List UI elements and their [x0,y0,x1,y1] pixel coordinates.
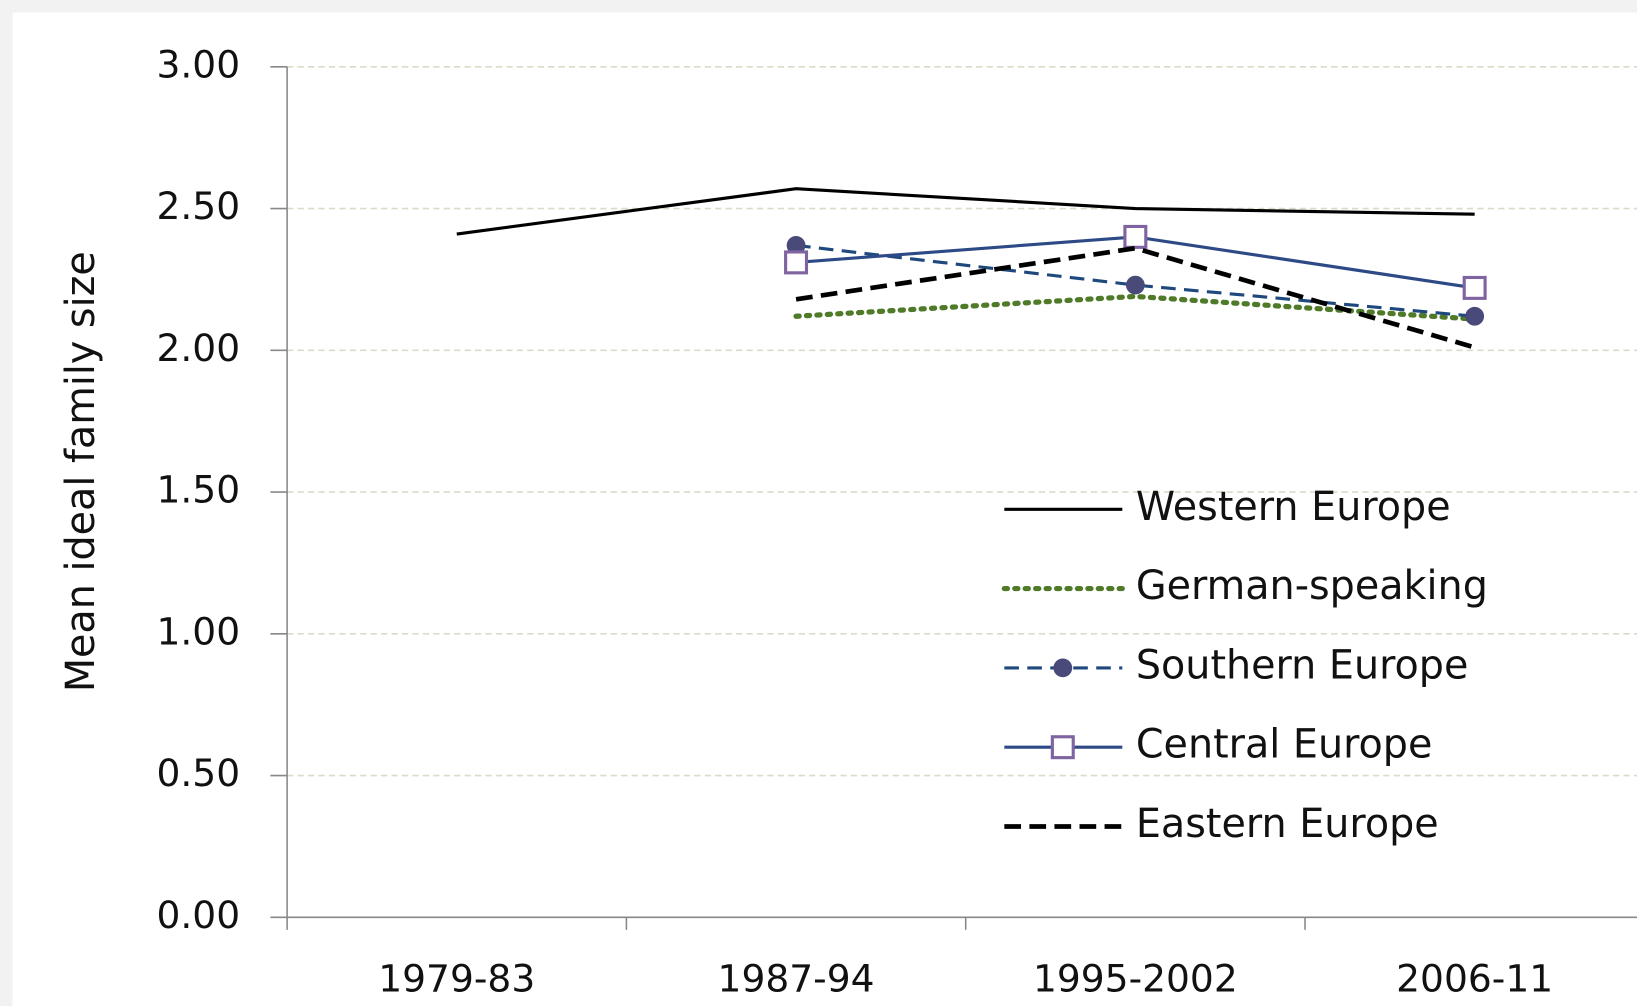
legend-label: German-speaking [1136,563,1488,609]
marker [786,236,806,255]
y-tick-label: 2.00 [156,326,240,370]
x-tick-label: 2006-11 [1396,956,1553,1000]
marker [1123,224,1148,249]
x-tick-label: 1979-83 [378,956,535,1000]
x-tick-label: 1987-94 [718,956,875,1000]
plot-panel [12,12,1637,1006]
y-tick-label: 3.00 [156,42,240,86]
marker [1050,735,1075,760]
y-tick-label: 0.50 [156,751,240,795]
legend-label: Eastern Europe [1136,801,1439,847]
y-axis-label: Mean ideal family size [58,251,104,692]
legend-label: Southern Europe [1136,642,1469,688]
y-tick-label: 2.50 [156,184,240,228]
legend-label: Western Europe [1136,484,1451,530]
y-tick-label: 0.00 [156,893,240,937]
series-line [793,293,1478,322]
series-line [456,187,1475,236]
marker [784,250,809,275]
y-tick-label: 1.50 [156,468,240,512]
marker [1462,275,1487,300]
y-tick-label: 1.00 [156,609,240,653]
marker [1125,275,1145,295]
legend-label: Central Europe [1136,722,1433,768]
marker [1053,658,1073,678]
marker [1465,306,1485,326]
series-line [795,245,1476,350]
x-tick-label: 1995-2002 [1033,956,1238,1000]
